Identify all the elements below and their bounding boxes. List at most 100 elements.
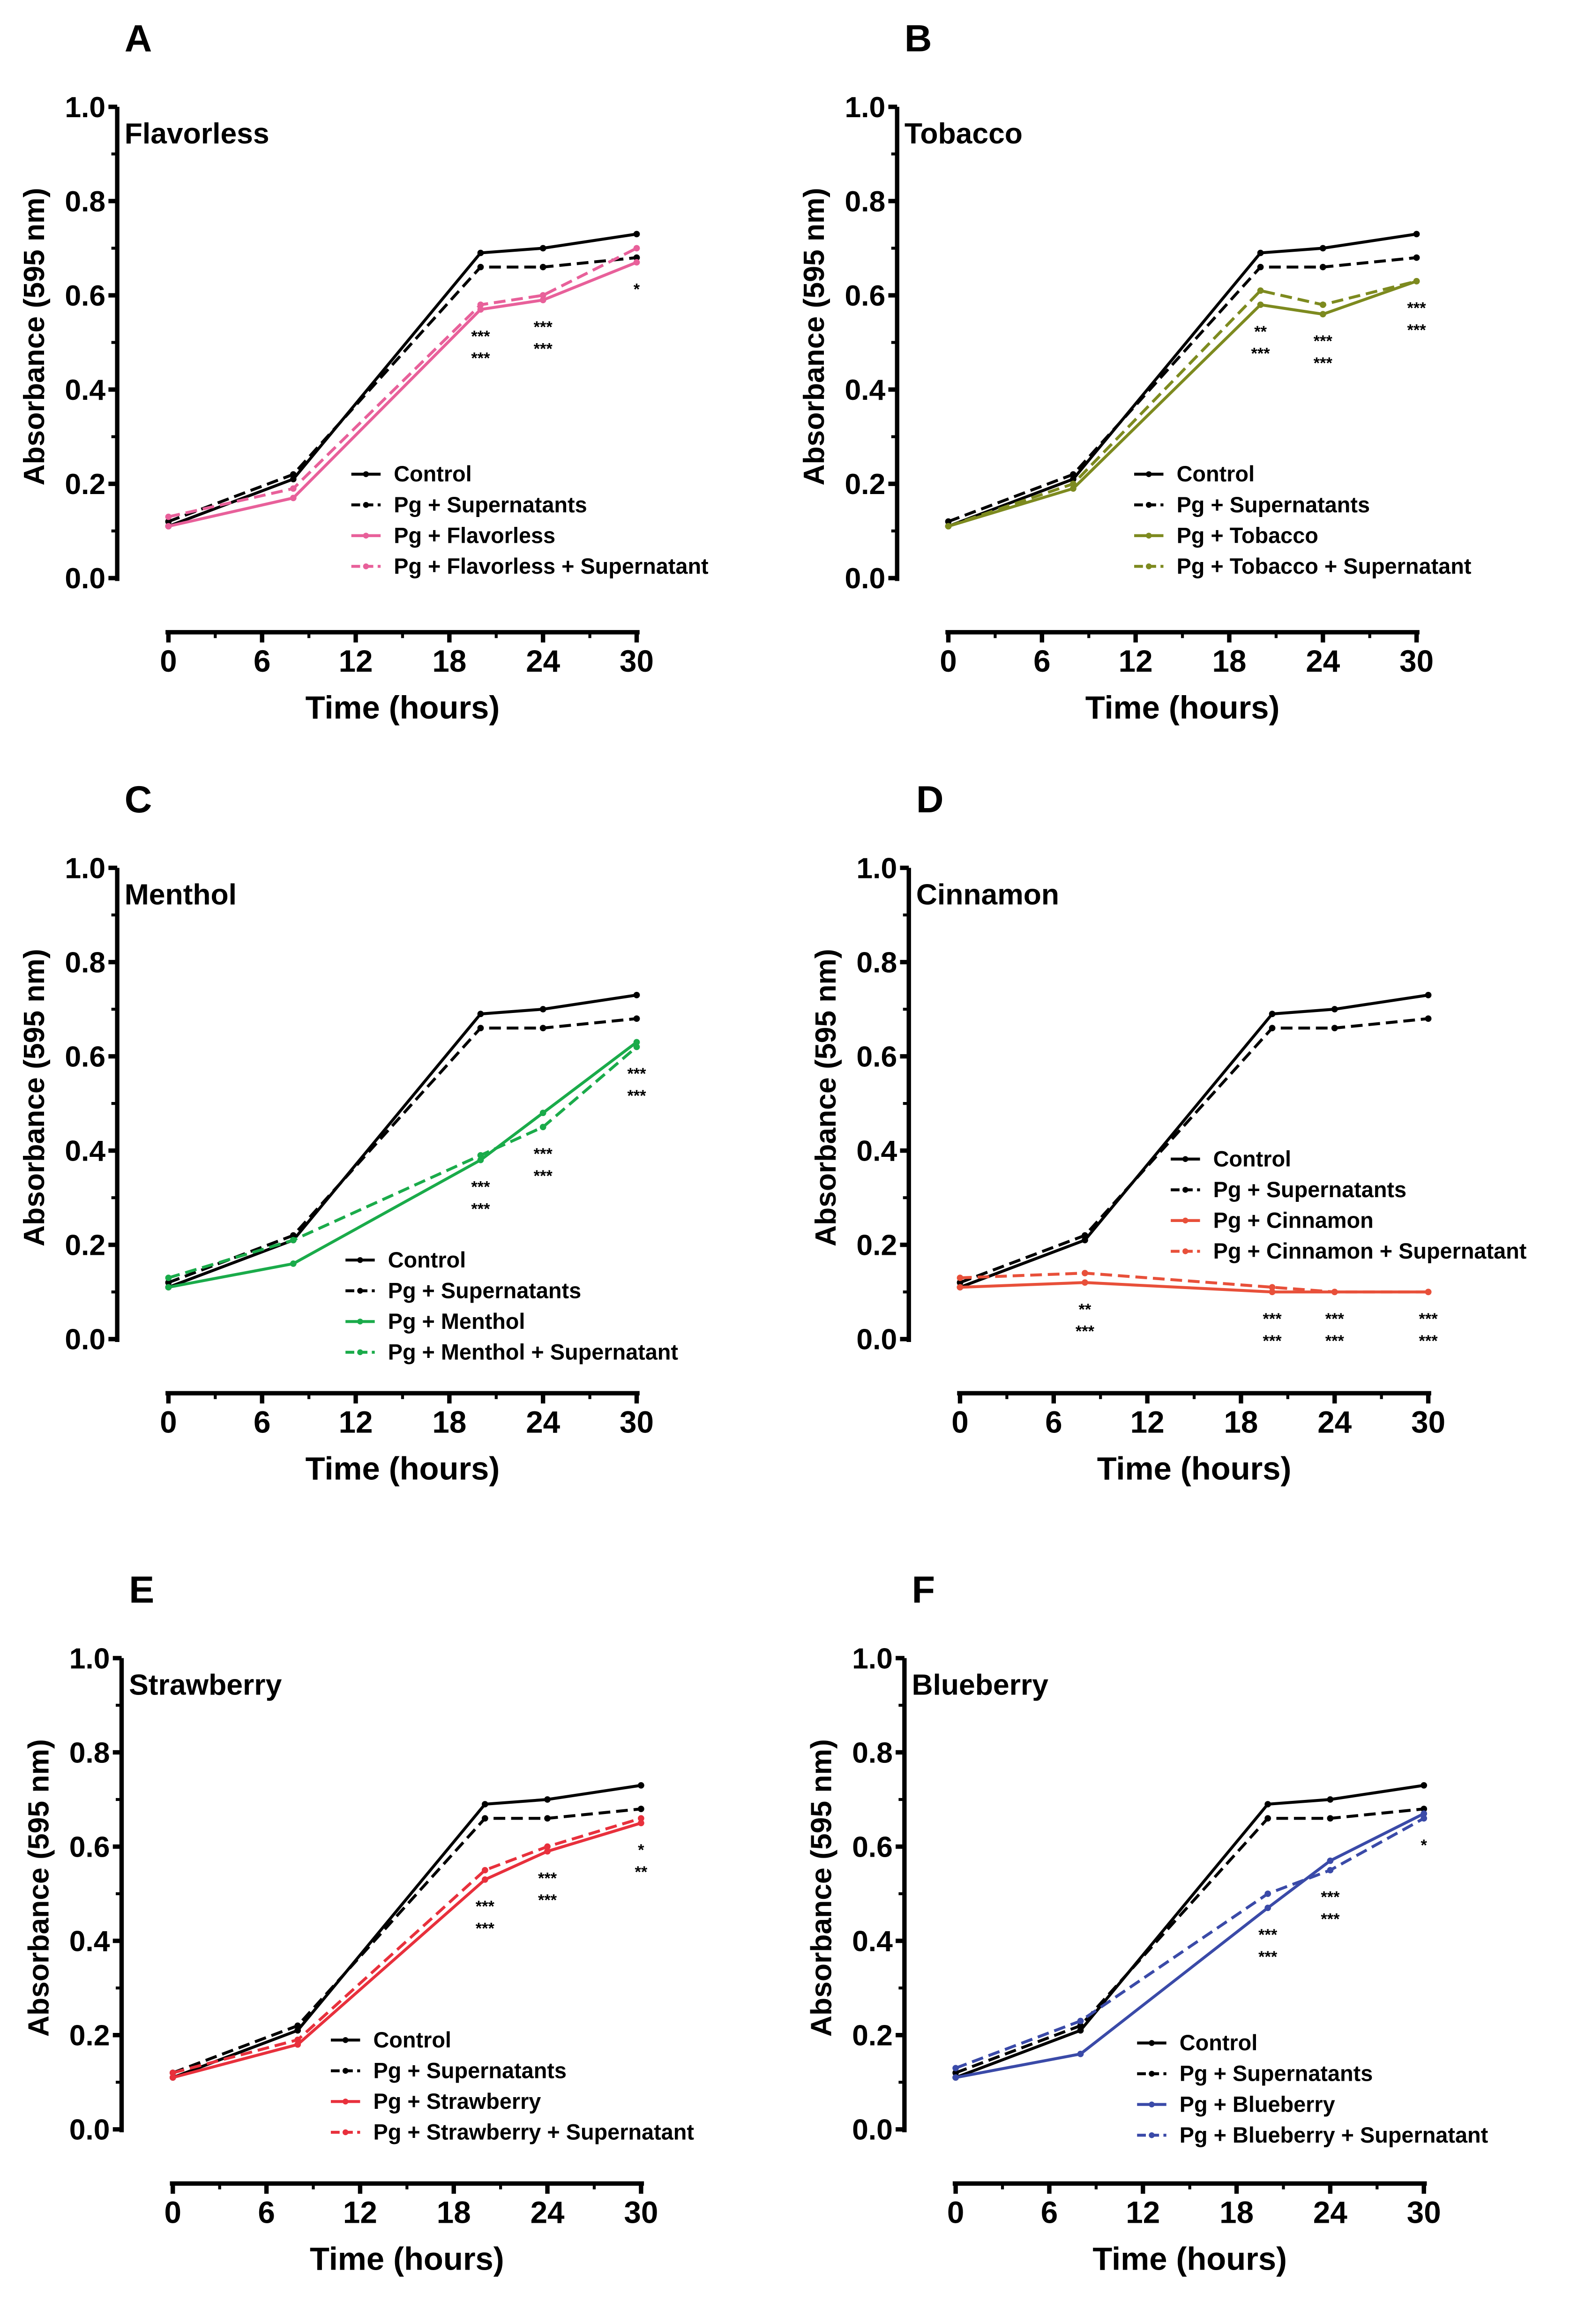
- data-point: [1082, 1237, 1088, 1244]
- legend-marker: [342, 2099, 349, 2105]
- data-point: [1264, 1890, 1271, 1897]
- x-tick-label: 30: [620, 644, 654, 678]
- x-tick-label: 24: [1306, 644, 1340, 678]
- data-point: [165, 1284, 172, 1291]
- data-point: [957, 1274, 964, 1281]
- x-axis-label: Time (hours): [306, 1451, 500, 1487]
- y-tick-label: 0.4: [65, 374, 105, 406]
- y-tick-label: 0.0: [65, 562, 105, 595]
- x-axis-label: Time (hours): [1085, 690, 1280, 726]
- legend-label: Pg + Supernatants: [394, 493, 587, 517]
- data-point: [957, 1284, 964, 1291]
- panel-title: Menthol: [125, 878, 237, 911]
- legend-label: Pg + Blueberry: [1180, 2092, 1335, 2116]
- data-point: [1319, 311, 1326, 318]
- x-tick-label: 0: [160, 644, 177, 678]
- y-axis-label: Absorbance (595 nm): [18, 949, 51, 1246]
- y-tick-label: 0.6: [65, 279, 105, 312]
- y-tick-label: 0.2: [852, 2019, 893, 2052]
- significance-marker: ***: [471, 350, 490, 367]
- data-point: [633, 992, 640, 998]
- y-tick-label: 0.6: [856, 1040, 897, 1073]
- x-tick-label: 0: [951, 1405, 968, 1439]
- data-point: [165, 513, 172, 520]
- legend-label: Pg + Menthol + Supernatant: [388, 1340, 679, 1364]
- legend-marker: [363, 502, 369, 508]
- data-point: [477, 1156, 484, 1163]
- x-tick-label: 12: [1130, 1405, 1165, 1439]
- x-tick-label: 6: [258, 2196, 275, 2230]
- panel-letter: A: [125, 17, 152, 60]
- x-tick-label: 30: [1399, 644, 1434, 678]
- data-point: [1269, 1025, 1276, 1032]
- legend-label: Pg + Cinnamon + Supernatant: [1213, 1239, 1527, 1263]
- x-tick-label: 12: [339, 1405, 373, 1439]
- y-tick-label: 0.6: [69, 1830, 110, 1863]
- panel-letter: E: [129, 1569, 154, 1611]
- y-tick-label: 1.0: [65, 852, 105, 885]
- data-point: [1257, 263, 1264, 270]
- y-tick-label: 0.4: [65, 1135, 105, 1168]
- x-tick-label: 30: [624, 2196, 658, 2230]
- legend-marker: [357, 1257, 363, 1263]
- significance-marker: ***: [1419, 1310, 1438, 1328]
- legend-label: Pg + Tobacco + Supernatant: [1177, 554, 1472, 578]
- data-point: [952, 2065, 959, 2071]
- data-point: [1070, 480, 1077, 487]
- legend-label: Pg + Flavorless + Supernatant: [394, 554, 709, 578]
- y-tick-label: 0.0: [69, 2114, 110, 2146]
- panel-letter: B: [905, 17, 932, 60]
- legend-marker: [357, 1349, 363, 1356]
- data-point: [290, 471, 297, 478]
- panel-title: Flavorless: [125, 117, 269, 150]
- x-tick-label: 24: [526, 644, 560, 678]
- data-point: [294, 2036, 301, 2043]
- significance-marker: ***: [1321, 1889, 1340, 1906]
- y-tick-label: 0.0: [845, 562, 885, 595]
- data-point: [1319, 245, 1326, 252]
- data-point: [169, 2069, 176, 2076]
- data-point: [165, 1274, 172, 1281]
- y-tick-label: 0.6: [65, 1040, 105, 1073]
- series-line-0: [168, 993, 637, 1289]
- data-point: [1421, 1815, 1428, 1822]
- significance-marker: ***: [476, 1919, 495, 1937]
- y-tick-label: 1.0: [65, 91, 105, 124]
- y-tick-label: 0.8: [852, 1736, 893, 1769]
- y-tick-label: 0.8: [845, 185, 885, 218]
- x-tick-label: 18: [432, 644, 466, 678]
- data-point: [481, 1815, 488, 1822]
- x-tick-label: 0: [947, 2196, 964, 2230]
- y-axis-label: Absorbance (595 nm): [809, 949, 842, 1246]
- significance-marker: **: [635, 1863, 647, 1881]
- data-point: [952, 2074, 959, 2081]
- data-point: [1077, 2022, 1084, 2029]
- significance-marker: *: [634, 280, 640, 298]
- data-point: [477, 1011, 484, 1017]
- x-tick-label: 6: [1033, 644, 1050, 678]
- significance-marker: ***: [471, 1200, 490, 1218]
- panel-D: D Cinnamon 0.0 0.2 0.4 0.6 0.8 1.0 Absorbance (5…: [809, 779, 1527, 1487]
- legend-marker: [1149, 2101, 1155, 2107]
- legend-label: Pg + Supernatants: [388, 1278, 581, 1303]
- data-point: [1413, 278, 1420, 285]
- series-line-2: [960, 1281, 1428, 1294]
- data-point: [290, 485, 297, 492]
- data-point: [1264, 1815, 1271, 1822]
- data-point: [945, 523, 952, 530]
- data-point: [637, 1815, 644, 1822]
- x-tick-label: 12: [1126, 2196, 1160, 2230]
- data-point: [945, 518, 952, 525]
- legend-marker: [342, 2037, 349, 2043]
- data-point: [539, 297, 546, 303]
- y-axis-label: Absorbance (595 nm): [805, 1739, 838, 2037]
- legend-label: Pg + Blueberry + Supernatant: [1180, 2123, 1488, 2147]
- y-tick-label: 0.4: [852, 1925, 893, 1957]
- significance-marker: *: [1421, 1837, 1428, 1854]
- data-point: [637, 1806, 644, 1812]
- data-point: [1070, 471, 1077, 478]
- data-point: [1070, 485, 1077, 492]
- legend-marker: [1149, 2132, 1155, 2138]
- data-point: [1327, 1815, 1334, 1822]
- legend-label: Pg + Supernatants: [373, 2058, 566, 2083]
